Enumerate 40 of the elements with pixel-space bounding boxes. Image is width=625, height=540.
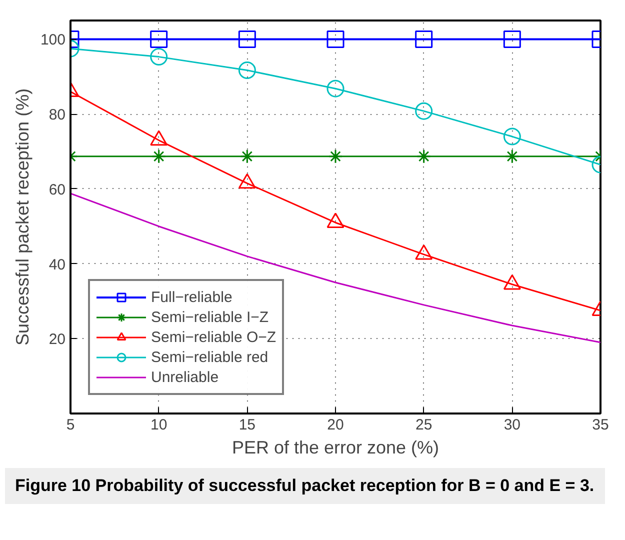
legend-label: Semi−reliable O−Z	[151, 328, 276, 346]
x-tick-label: 5	[66, 416, 75, 434]
x-tick-label: 30	[504, 416, 521, 434]
point	[238, 62, 256, 80]
y-tick-label: 60	[48, 181, 66, 198]
point	[150, 30, 168, 48]
x-tick-label: 10	[150, 416, 168, 434]
point	[150, 48, 168, 66]
point	[415, 102, 433, 120]
point	[503, 274, 521, 290]
caption: Figure 10 Probability of successful packet reception for B = 0 and E = 3.	[15, 475, 594, 497]
point	[415, 30, 433, 48]
point	[326, 80, 344, 98]
point	[326, 30, 344, 48]
legend-label: Unreliable	[151, 368, 219, 386]
x-tick-label: 20	[327, 416, 344, 434]
y-tick-label: 100	[40, 32, 66, 49]
point	[152, 149, 166, 164]
point	[326, 212, 344, 228]
y-tick-label: 40	[48, 256, 66, 274]
y-axis-title: Successful packet reception (%)	[12, 88, 32, 346]
legend-label: Full−reliable	[151, 288, 232, 306]
point	[503, 128, 521, 146]
line-series	[70, 192, 600, 344]
x-tick-label: 25	[415, 416, 432, 434]
y-tick-label: 80	[48, 106, 66, 124]
point	[504, 149, 520, 164]
x-tick-label: 15	[238, 416, 256, 434]
x-axis-title: PER of the error zone (%)	[232, 438, 440, 458]
legend-label: Semi−reliable I−Z	[151, 308, 269, 326]
point	[238, 173, 256, 189]
point	[238, 30, 256, 48]
point	[328, 149, 343, 164]
x-tick-label: 35	[592, 416, 609, 434]
point	[415, 244, 433, 260]
point	[240, 149, 254, 164]
y-tick-label: 20	[48, 331, 66, 348]
legend-label: Semi−reliable red	[151, 348, 268, 366]
point	[503, 30, 521, 48]
point	[416, 149, 432, 164]
